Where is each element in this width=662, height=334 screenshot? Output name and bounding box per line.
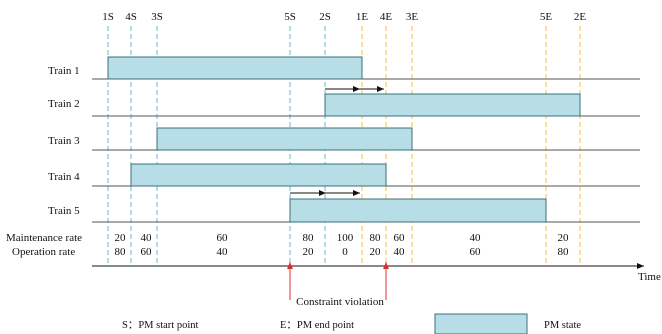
train-label-4: Train 4 xyxy=(48,171,80,183)
rate-labels: Maintenance rate Operation rate xyxy=(6,232,82,258)
maintenance-value: 20 xyxy=(558,232,570,244)
maintenance-values: 20 40 60 80 100 80 60 40 20 xyxy=(115,232,570,244)
shift-arrows xyxy=(290,86,384,196)
maintenance-value: 60 xyxy=(217,232,229,244)
time-axis-label: Time xyxy=(638,271,661,283)
label-1e: 1E xyxy=(356,11,369,23)
pm-bars xyxy=(107,56,581,223)
label-3s: 3S xyxy=(151,11,163,23)
operation-value: 40 xyxy=(217,246,229,258)
maintenance-value: 100 xyxy=(337,232,354,244)
label-5e: 5E xyxy=(540,11,553,23)
pm-bar-train-1 xyxy=(107,56,363,80)
maintenance-value: 80 xyxy=(370,232,382,244)
label-5s: 5S xyxy=(284,11,296,23)
train-label-1: Train 1 xyxy=(48,65,80,77)
legend: S：PM start point E：PM end point PM state xyxy=(122,313,581,334)
pm-bar-train-2 xyxy=(324,93,581,117)
operation-values: 80 60 40 20 0 20 40 60 80 xyxy=(115,246,570,258)
operation-value: 80 xyxy=(558,246,570,258)
operation-value: 40 xyxy=(394,246,406,258)
maintenance-value: 80 xyxy=(303,232,315,244)
constraint-violation xyxy=(287,262,389,300)
pm-bar-train-5 xyxy=(289,198,547,223)
legend-state: PM state xyxy=(544,320,581,331)
constraint-violation-label: Constraint violation xyxy=(296,296,384,308)
operation-value: 60 xyxy=(470,246,482,258)
legend-pm-swatch xyxy=(434,313,528,334)
event-labels: 1S 4S 3S 5S 2S 1E 4E 3E 5E 2E xyxy=(102,11,586,23)
legend-end: E：PM end point xyxy=(280,320,354,331)
operation-rate-label: Operation rate xyxy=(12,246,75,258)
train-label-2: Train 2 xyxy=(48,98,80,110)
maintenance-value: 60 xyxy=(394,232,406,244)
pm-bar-train-4 xyxy=(130,163,387,187)
label-3e: 3E xyxy=(406,11,419,23)
maintenance-rate-label: Maintenance rate xyxy=(6,232,82,244)
operation-value: 20 xyxy=(370,246,382,258)
label-4e: 4E xyxy=(380,11,393,23)
operation-value: 60 xyxy=(141,246,153,258)
label-2s: 2S xyxy=(319,11,331,23)
maintenance-value: 40 xyxy=(470,232,482,244)
operation-value: 0 xyxy=(342,246,348,258)
train-label-5: Train 5 xyxy=(48,205,80,217)
operation-value: 20 xyxy=(303,246,315,258)
train-labels: Train 1 Train 2 Train 3 Train 4 Train 5 xyxy=(48,65,80,217)
label-2e: 2E xyxy=(574,11,587,23)
maintenance-value: 40 xyxy=(141,232,153,244)
train-label-3: Train 3 xyxy=(48,135,80,147)
label-1s: 1S xyxy=(102,11,114,23)
operation-value: 80 xyxy=(115,246,127,258)
label-4s: 4S xyxy=(125,11,137,23)
pm-bar-train-3 xyxy=(156,127,413,151)
maintenance-value: 20 xyxy=(115,232,127,244)
legend-start: S：PM start point xyxy=(122,320,199,331)
